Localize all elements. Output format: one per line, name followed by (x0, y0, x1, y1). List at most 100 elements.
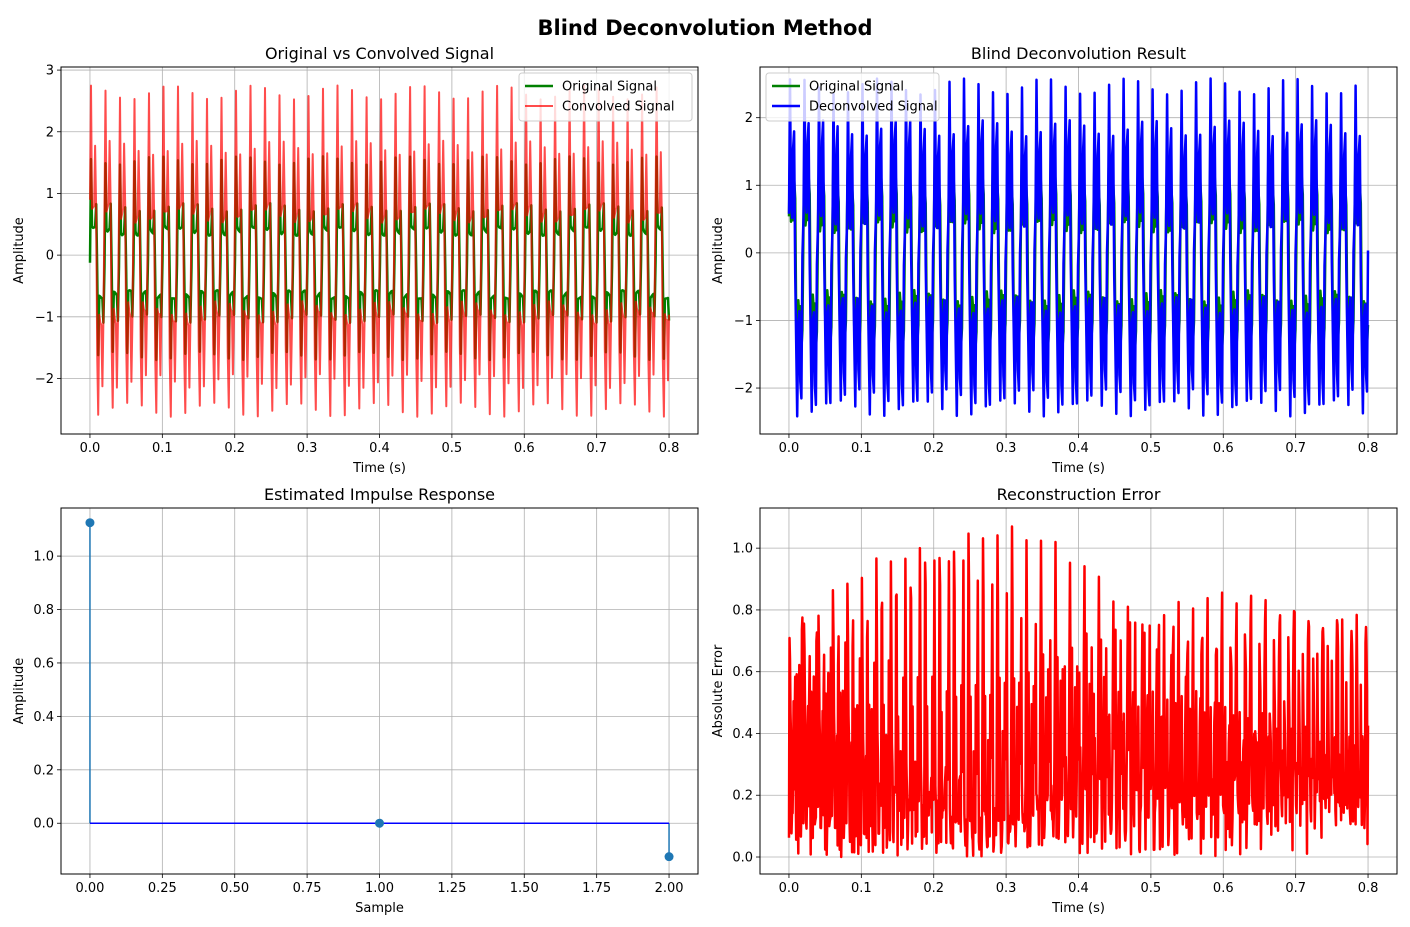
legend-box (765, 72, 940, 122)
series-layer (88, 84, 671, 418)
axes-title: Original vs Convolved Signal (265, 44, 494, 63)
legend-label-original-signal: Original Signal (809, 80, 904, 95)
y-ticks: 0.0 0.2 0.4 0.6 0.8 1.0 (33, 550, 61, 832)
y-tick-label: 0.4 (33, 710, 54, 725)
y-tick-label: 0.2 (33, 763, 54, 778)
y-ticks: 0.0 0.2 0.4 0.6 0.8 1.0 (732, 542, 760, 866)
stem-marker (664, 852, 674, 862)
axes-title: Reconstruction Error (997, 485, 1161, 504)
y-tick-label: 0.2 (732, 789, 753, 804)
x-axis-label: Time (s) (1051, 461, 1105, 476)
y-tick-label: 0.4 (732, 727, 753, 742)
x-tick-label: 0.1 (851, 441, 872, 456)
x-tick-label: 0.3 (996, 881, 1017, 896)
x-axis-label: Time (s) (1051, 901, 1105, 916)
panel-blind-deconvolution-result: 0.0 0.1 0.2 0.3 0.4 0.5 0.6 0.7 0.8 −2 −1 0 1 2 Blin… (711, 44, 1398, 476)
x-tick-label: 0.4 (1068, 881, 1089, 896)
y-tick-label: 0.8 (732, 603, 753, 618)
legend-label-convolved-signal: Convolved Signal (562, 100, 675, 115)
y-axis-label: Amplitude (12, 658, 27, 725)
x-tick-label: 1.25 (437, 881, 466, 896)
x-tick-label: 0.2 (224, 441, 245, 456)
x-tick-label: 0.7 (1285, 881, 1306, 896)
stem-marker (85, 518, 95, 528)
y-axis-label: Amplitude (12, 217, 27, 284)
x-tick-label: 0.7 (586, 441, 607, 456)
x-tick-label: 2.00 (655, 881, 684, 896)
y-tick-label: −2 (734, 382, 753, 397)
x-tick-label: 0.3 (297, 441, 318, 456)
x-tick-label: 0.6 (1213, 441, 1234, 456)
y-tick-label: 1.0 (33, 550, 54, 565)
x-tick-label: 0.2 (923, 881, 944, 896)
y-tick-label: 0.6 (732, 665, 753, 680)
y-tick-label: 0.0 (33, 817, 54, 832)
panel-estimated-impulse-response: 0.00 0.25 0.50 0.75 1.00 1.25 1.50 1.75 2.00 0.0… (12, 485, 699, 916)
legend: Original Signal Convolved Signal (518, 72, 693, 122)
x-tick-label: 0.00 (75, 881, 104, 896)
panel-reconstruction-error: 0.0 0.1 0.2 0.3 0.4 0.5 0.6 0.7 0.8 0.0 0.2 0.4 0.6… (711, 485, 1398, 916)
x-ticks: 0.0 0.1 0.2 0.3 0.4 0.5 0.6 0.7 0.8 (779, 434, 1379, 456)
x-ticks: 0.00 0.25 0.50 0.75 1.00 1.25 1.50 1.75 2.00 (75, 874, 684, 896)
x-tick-label: 0.5 (442, 441, 463, 456)
x-tick-label: 0.4 (1068, 441, 1089, 456)
stem-marker (375, 818, 384, 828)
panel-original-vs-convolved: 0.0 0.1 0.2 0.3 0.4 0.5 0.6 0.7 0.8 −2 −1 0 1 2 3 Ori… (12, 44, 699, 476)
y-tick-label: 1.0 (732, 542, 753, 557)
y-axis-label: Absolute Error (711, 644, 726, 737)
y-tick-label: 0 (745, 246, 753, 261)
legend-label-original-signal: Original Signal (562, 80, 657, 95)
figure-title: Blind Deconvolution Method (538, 16, 873, 40)
series-layer (787, 525, 1370, 859)
y-tick-label: −2 (35, 372, 54, 387)
y-axis-label: Amplitude (711, 217, 726, 284)
y-tick-label: 2 (745, 111, 753, 126)
series-layer (85, 518, 674, 862)
y-ticks: −2 −1 0 1 2 (734, 111, 760, 397)
series-line (89, 84, 670, 418)
x-ticks: 0.0 0.1 0.2 0.3 0.4 0.5 0.6 0.7 0.8 (80, 434, 680, 456)
x-tick-label: 0.7 (1285, 441, 1306, 456)
y-tick-label: 0 (46, 249, 54, 264)
x-tick-label: 1.50 (510, 881, 539, 896)
series-line (787, 525, 1370, 859)
y-tick-label: 0.6 (33, 656, 54, 671)
y-tick-label: −1 (35, 310, 54, 325)
y-tick-label: 1 (745, 179, 753, 194)
x-tick-label: 0.0 (779, 881, 800, 896)
x-tick-label: 0.5 (1141, 881, 1162, 896)
y-tick-label: 1 (46, 187, 54, 202)
legend-label-deconvolved-signal: Deconvolved Signal (809, 100, 938, 115)
x-tick-label: 0.1 (851, 881, 872, 896)
series-layer (787, 77, 1370, 418)
x-tick-label: 0.8 (1358, 441, 1379, 456)
x-tick-label: 0.1 (152, 441, 173, 456)
legend-box (518, 72, 693, 122)
x-tick-label: 0.3 (996, 441, 1017, 456)
y-tick-label: 2 (46, 125, 54, 140)
y-tick-label: 0.0 (732, 851, 753, 866)
x-axis-label: Time (s) (352, 461, 406, 476)
legend: Original Signal Deconvolved Signal (765, 72, 940, 122)
x-tick-label: 0.8 (1358, 881, 1379, 896)
x-tick-label: 0.5 (1141, 441, 1162, 456)
x-tick-label: 0.25 (148, 881, 177, 896)
x-axis-label: Sample (355, 901, 404, 916)
x-tick-label: 1.75 (582, 881, 611, 896)
y-tick-label: −1 (734, 314, 753, 329)
y-tick-label: 3 (46, 64, 54, 79)
series-line (787, 77, 1370, 418)
y-tick-label: 0.8 (33, 603, 54, 618)
x-ticks: 0.0 0.1 0.2 0.3 0.4 0.5 0.6 0.7 0.8 (779, 874, 1379, 896)
axes-title: Blind Deconvolution Result (971, 44, 1186, 63)
x-tick-label: 0.2 (923, 441, 944, 456)
x-tick-label: 0.0 (779, 441, 800, 456)
x-tick-label: 0.0 (80, 441, 101, 456)
x-tick-label: 0.6 (514, 441, 535, 456)
y-ticks: −2 −1 0 1 2 3 (35, 64, 61, 387)
x-tick-label: 0.50 (220, 881, 249, 896)
x-tick-label: 0.75 (293, 881, 322, 896)
x-tick-label: 0.8 (659, 441, 680, 456)
x-tick-label: 1.00 (365, 881, 394, 896)
